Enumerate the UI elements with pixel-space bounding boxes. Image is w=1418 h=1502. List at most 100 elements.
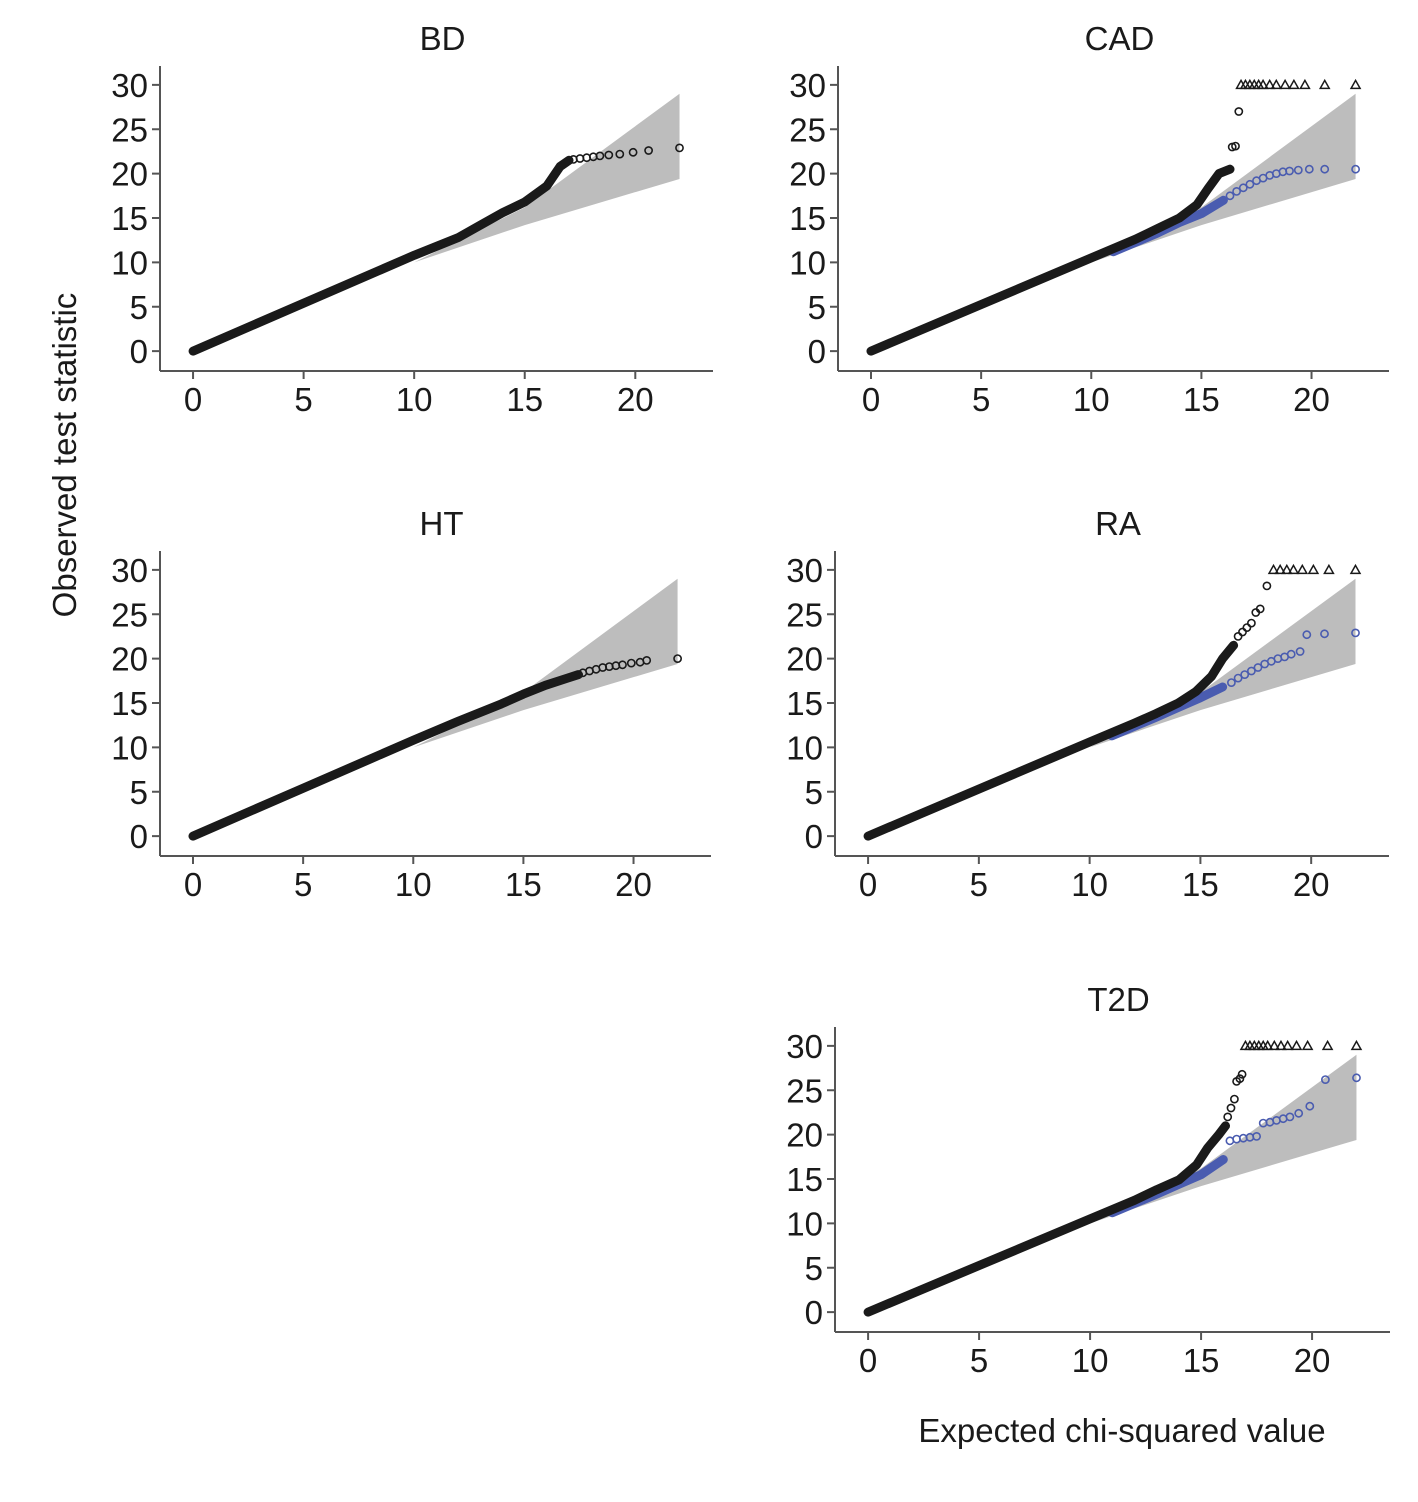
- y-tick-label: 20: [111, 641, 148, 678]
- panel-title: RA: [1095, 505, 1141, 542]
- x-tick-label: 15: [1183, 381, 1220, 418]
- truncated-point-triangle: [1261, 1039, 1274, 1051]
- data-point: [1295, 647, 1305, 656]
- data-point: [1286, 649, 1296, 659]
- truncated-point-triangle: [1287, 563, 1300, 575]
- x-tick-label: 15: [1183, 1342, 1220, 1379]
- dense-points-trace: [863, 1121, 1230, 1317]
- series-primary: [188, 143, 684, 356]
- series-primary: [866, 78, 1362, 356]
- y-tick-label: 10: [786, 729, 823, 766]
- truncated-point-triangle: [1299, 78, 1311, 90]
- y-tick-label: 20: [789, 156, 826, 193]
- y-tick-label: 30: [786, 1028, 823, 1065]
- panel-bd: BD 0 5 10 15 20 25 30 0 5 10 15 20: [111, 20, 713, 418]
- y-tick-label: 10: [111, 729, 148, 766]
- truncated-point-triangle: [1268, 1039, 1281, 1051]
- y-tick-label: 30: [111, 67, 148, 104]
- y-tick-label: 25: [786, 596, 823, 633]
- panel-cad: CAD 0 5 10 15 20 25 30 0 5 10 15 20: [789, 20, 1389, 418]
- y-tick-label: 30: [111, 552, 148, 589]
- series-primary: [863, 1039, 1363, 1317]
- y-tick-label: 5: [808, 289, 826, 326]
- data-point: [595, 151, 605, 161]
- data-point: [1227, 678, 1236, 687]
- y-tick-label: 15: [786, 1161, 823, 1198]
- y-tick-label: 25: [111, 596, 148, 633]
- data-point: [1234, 107, 1244, 116]
- x-tick-label: 20: [1294, 1342, 1331, 1379]
- data-point: [1240, 670, 1250, 679]
- truncated-point-triangle: [1349, 78, 1362, 90]
- data-point: [1233, 632, 1243, 641]
- series-primary: [863, 563, 1362, 841]
- data-point: [1223, 1112, 1233, 1122]
- panel-title: BD: [420, 20, 466, 57]
- x-tick-label: 5: [972, 381, 990, 418]
- dense-points-trace: [188, 670, 583, 841]
- data-point: [1232, 186, 1241, 196]
- x-tick-label: 5: [970, 1342, 988, 1379]
- x-tick-label: 5: [294, 381, 312, 418]
- y-tick-label: 10: [111, 244, 148, 281]
- data-point: [1225, 191, 1235, 201]
- y-tick-label: 20: [786, 641, 823, 678]
- data-point: [1305, 1101, 1315, 1111]
- data-point: [1262, 581, 1272, 591]
- x-tick-label: 10: [1072, 1342, 1109, 1379]
- y-tick-label: 20: [111, 156, 148, 193]
- truncated-point-triangle: [1279, 78, 1291, 90]
- truncated-point-triangle: [1288, 78, 1300, 90]
- truncated-point-triangle: [1263, 78, 1276, 90]
- confidence-band: [871, 93, 1356, 352]
- data-point: [1233, 673, 1243, 683]
- y-tick-label: 25: [789, 111, 826, 148]
- y-tick-label: 10: [789, 244, 826, 281]
- y-tick-label: 15: [789, 200, 826, 237]
- data-point: [1253, 663, 1263, 672]
- x-tick-label: 0: [859, 1342, 877, 1379]
- data-point: [1237, 1069, 1247, 1079]
- y-axis-label: Observed test statistic: [46, 293, 83, 618]
- confidence-band: [868, 1054, 1357, 1313]
- data-point: [642, 656, 652, 665]
- data-point: [673, 654, 682, 663]
- series-primary: [188, 654, 682, 841]
- x-axis-label: Expected chi-squared value: [918, 1412, 1325, 1449]
- data-point: [604, 150, 614, 160]
- truncated-point-triangle: [1281, 563, 1293, 575]
- x-tick-label: 20: [615, 866, 652, 903]
- data-point: [1352, 1073, 1361, 1083]
- data-point: [1230, 1094, 1239, 1104]
- truncated-point-triangle: [1301, 1039, 1314, 1051]
- dense-points-trace: [866, 164, 1235, 356]
- y-tick-label: 5: [130, 774, 148, 811]
- y-tick-label: 5: [805, 774, 823, 811]
- panel-ra: RA 0 5 10 15 20 25 30 0 5 10 15 20: [786, 505, 1389, 903]
- data-point: [1245, 179, 1255, 189]
- data-point: [1255, 604, 1265, 614]
- data-point: [1285, 166, 1294, 176]
- y-tick-label: 30: [786, 552, 823, 589]
- x-tick-label: 20: [1293, 381, 1330, 418]
- truncated-point-triangle: [1290, 1039, 1303, 1051]
- y-tick-label: 5: [805, 1250, 823, 1287]
- truncated-point-triangle: [1275, 1039, 1287, 1051]
- data-point: [1238, 627, 1247, 637]
- data-point: [1320, 164, 1330, 174]
- y-tick-label: 25: [111, 111, 148, 148]
- y-tick-label: 25: [786, 1072, 823, 1109]
- truncated-point-triangle: [1270, 78, 1283, 90]
- dense-points-trace: [188, 155, 574, 356]
- y-tick-label: 30: [789, 67, 826, 104]
- panel-ht: HT 0 5 10 15 20 25 30 0 5 10 15 20: [111, 505, 711, 903]
- truncated-point-triangle: [1321, 1039, 1334, 1051]
- y-tick-label: 5: [130, 289, 148, 326]
- data-point: [1302, 630, 1312, 640]
- data-point: [1304, 164, 1314, 174]
- data-point: [1321, 1075, 1330, 1084]
- data-point: [1242, 623, 1252, 632]
- data-point: [626, 658, 636, 668]
- x-tick-label: 10: [396, 381, 433, 418]
